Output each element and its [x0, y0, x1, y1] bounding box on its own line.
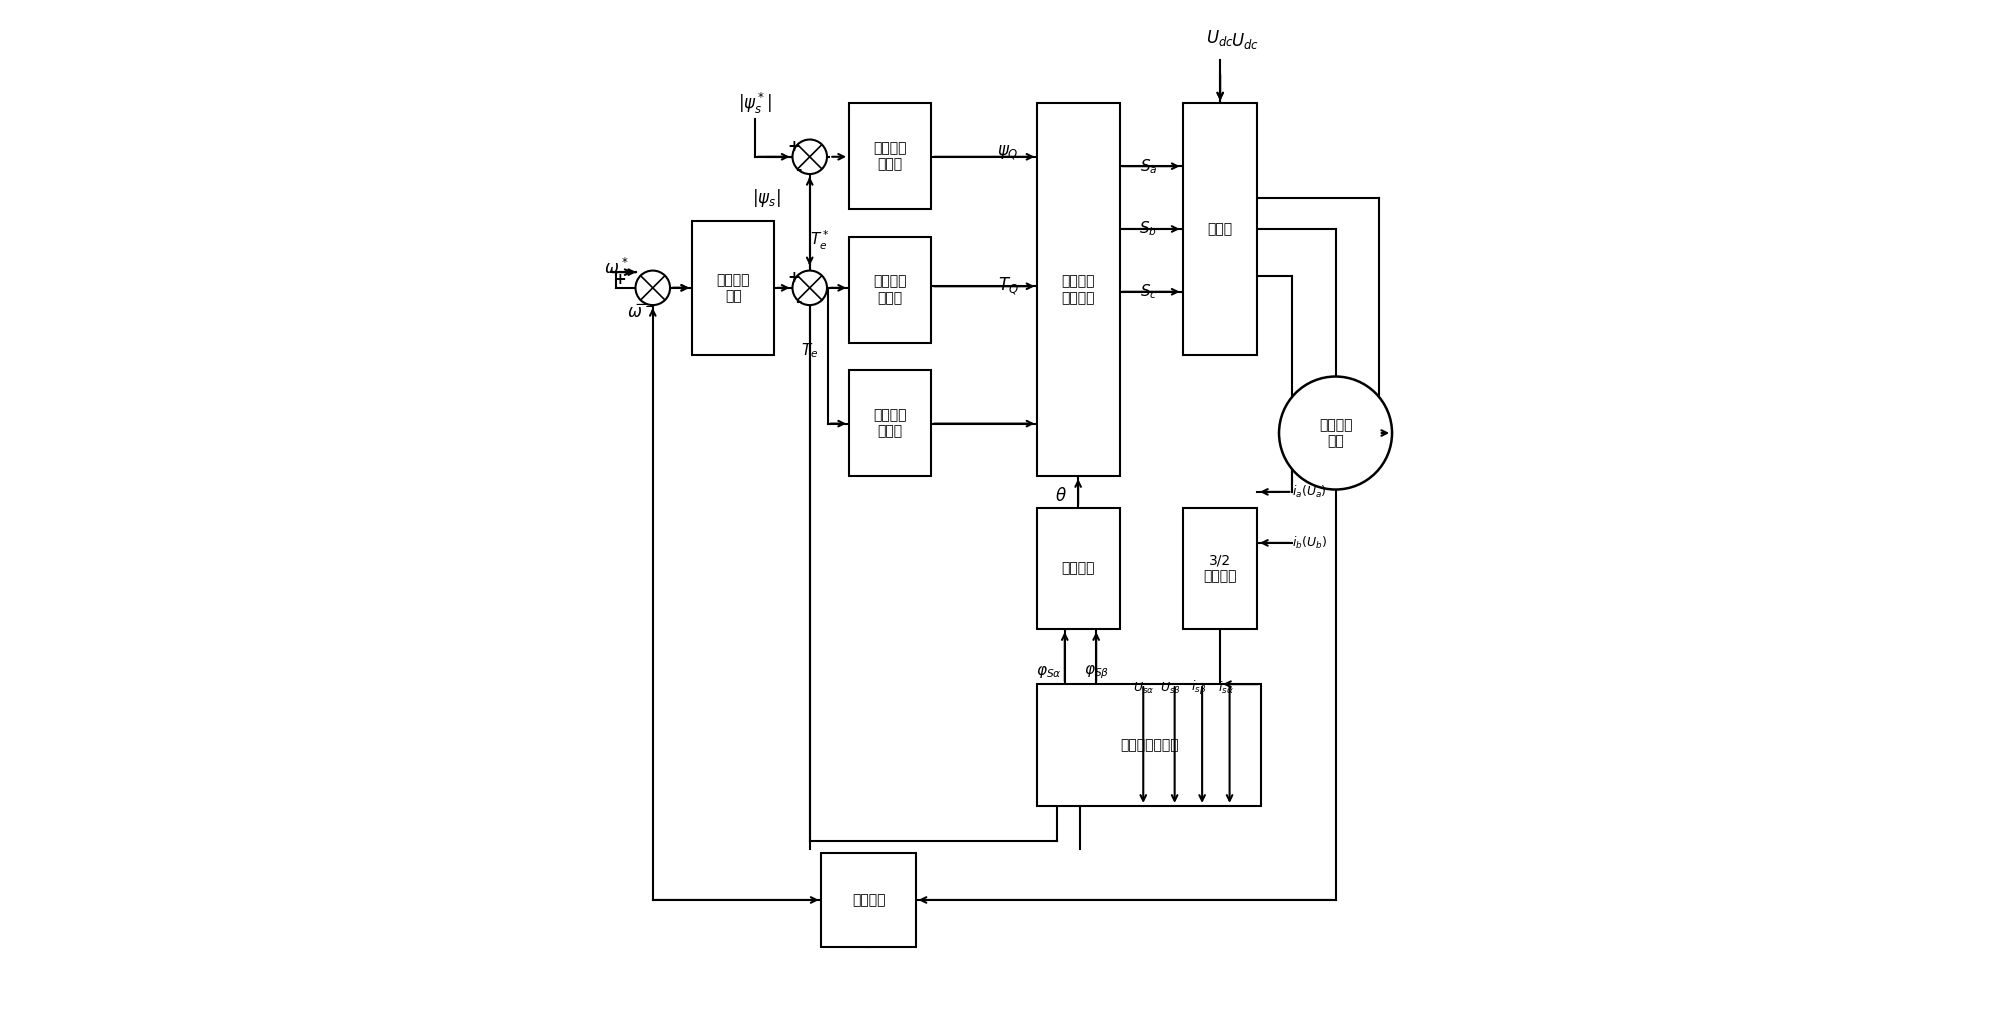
Text: $\omega^-$: $\omega^-$: [627, 304, 655, 322]
Bar: [822, 853, 916, 947]
Text: 逆变器: 逆变器: [1206, 222, 1232, 236]
Text: $i_a(U_a)$: $i_a(U_a)$: [1293, 484, 1327, 500]
Text: +: +: [788, 139, 800, 154]
Text: $T_e$: $T_e$: [802, 342, 818, 360]
Text: $|\psi_s^*|$: $|\psi_s^*|$: [737, 91, 772, 116]
Bar: [1038, 684, 1261, 806]
Text: 开关状态
信号选择: 开关状态 信号选择: [1062, 275, 1096, 305]
Text: $T_e^*$: $T_e^*$: [810, 229, 830, 253]
Text: $|\psi_s|$: $|\psi_s|$: [752, 186, 782, 209]
Text: $U_{dc}$: $U_{dc}$: [1206, 29, 1234, 48]
Text: 磁链滞环
控制器: 磁链滞环 控制器: [874, 141, 908, 172]
Circle shape: [1279, 376, 1393, 490]
Text: $S_a$: $S_a$: [1140, 157, 1158, 176]
Text: 零矢量选
择单元: 零矢量选 择单元: [874, 408, 908, 438]
Text: 转速检测: 转速检测: [852, 893, 886, 907]
Text: $\varphi_{S\beta}$: $\varphi_{S\beta}$: [1084, 664, 1108, 681]
Text: $U_{s\beta}$: $U_{s\beta}$: [1160, 679, 1180, 697]
Text: -: -: [796, 294, 802, 309]
Text: $T_Q$: $T_Q$: [998, 275, 1018, 297]
Text: $U_{dc}$: $U_{dc}$: [1230, 31, 1259, 50]
Text: $\theta$: $\theta$: [1054, 487, 1066, 504]
Bar: [1182, 507, 1257, 629]
Text: $\varphi_{S\alpha}$: $\varphi_{S\alpha}$: [1036, 664, 1062, 680]
Text: 永磁同步
电机: 永磁同步 电机: [1319, 418, 1353, 448]
Text: +: +: [788, 270, 800, 285]
Bar: [850, 237, 932, 343]
Circle shape: [792, 270, 828, 305]
Text: 转矩磁链观测器: 转矩磁链观测器: [1120, 738, 1178, 752]
Text: $i_{s\beta}$: $i_{s\beta}$: [1190, 679, 1206, 697]
Text: $S_b$: $S_b$: [1140, 220, 1158, 238]
Text: 扇区判断: 扇区判断: [1062, 562, 1096, 575]
Bar: [1038, 103, 1120, 476]
Text: $-$: $-$: [635, 296, 647, 310]
Text: $i_b(U_b)$: $i_b(U_b)$: [1293, 535, 1327, 551]
Text: $\psi_Q$: $\psi_Q$: [998, 143, 1020, 163]
Bar: [850, 103, 932, 210]
Circle shape: [792, 139, 828, 174]
Text: +: +: [613, 272, 625, 287]
Bar: [691, 221, 774, 355]
Text: 3/2
坐标变换: 3/2 坐标变换: [1202, 553, 1236, 583]
Circle shape: [635, 270, 669, 305]
Text: 分数阶调
节器: 分数阶调 节器: [717, 273, 749, 303]
Text: $S_c$: $S_c$: [1140, 282, 1158, 301]
Text: 转矩滞环
控制器: 转矩滞环 控制器: [874, 275, 908, 305]
Text: -: -: [796, 162, 802, 177]
Text: $i_{s\alpha}$: $i_{s\alpha}$: [1218, 680, 1234, 696]
Bar: [850, 370, 932, 476]
Text: $U_{s\alpha}$: $U_{s\alpha}$: [1132, 680, 1154, 696]
Bar: [1038, 507, 1120, 629]
Text: $\omega^*$: $\omega^*$: [603, 258, 627, 278]
Bar: [1182, 103, 1257, 355]
